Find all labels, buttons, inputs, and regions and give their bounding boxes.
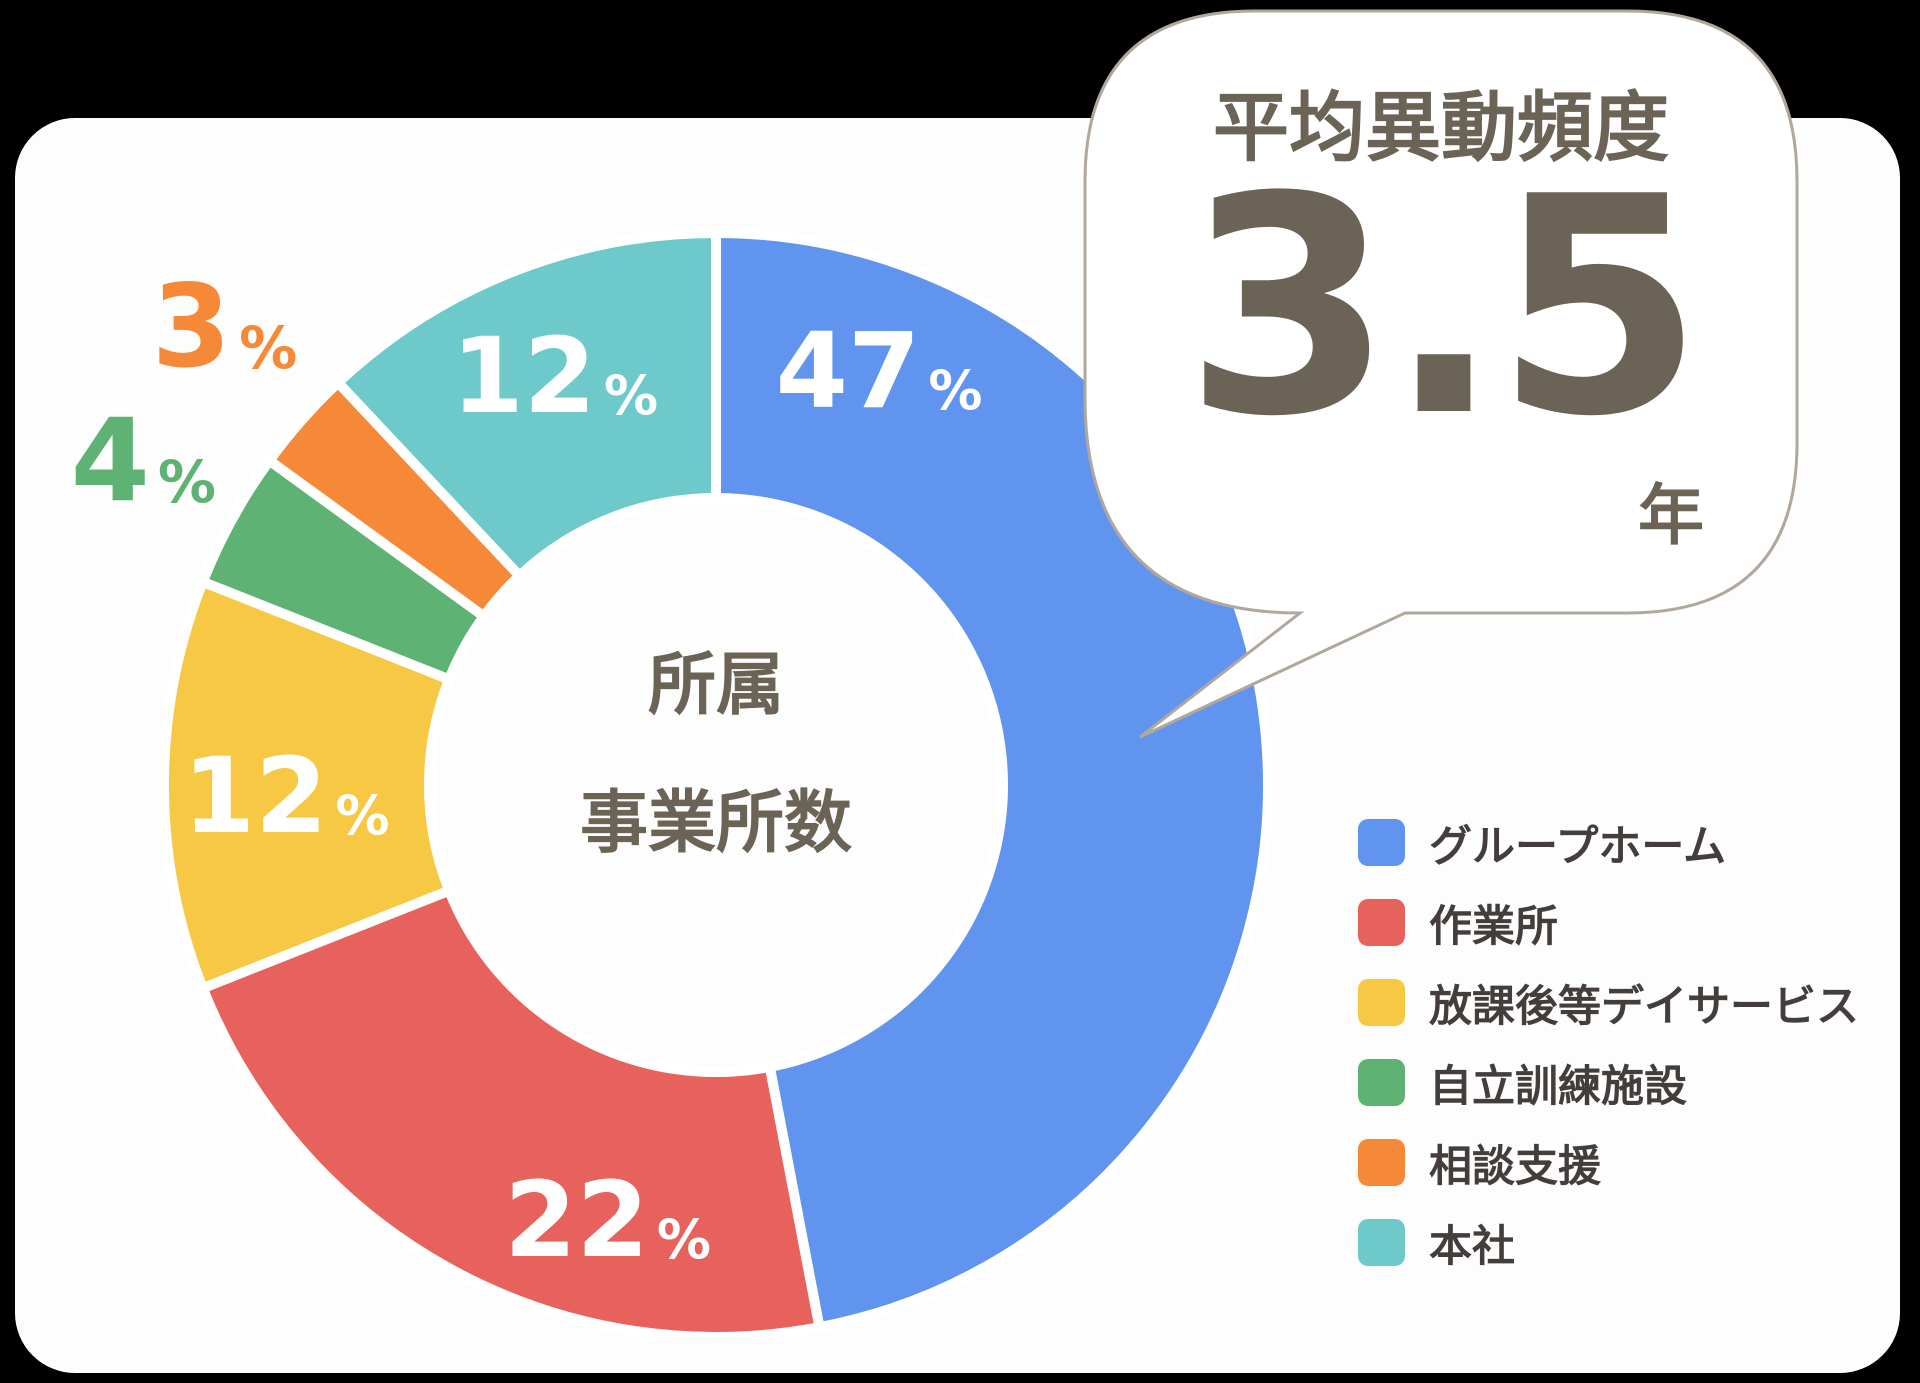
legend-item-4: 相談支援 (1358, 1139, 1859, 1192)
legend-swatch-3 (1358, 1059, 1405, 1106)
legend-swatch-1 (1358, 899, 1405, 946)
legend-item-2: 放課後等デイサービス (1358, 979, 1859, 1032)
legend-swatch-5 (1358, 1219, 1405, 1266)
donut-slice-2 (159, 575, 456, 995)
legend-swatch-4 (1358, 1139, 1405, 1186)
chart-legend: グループホーム 作業所放課後等デイサービス 自立訓練施設 相談支援本社 (1358, 819, 1859, 1299)
legend-label-0: グループホーム (1429, 821, 1727, 872)
donut-slice-1 (196, 884, 826, 1342)
legend-label-4: 相談支援 (1429, 1141, 1601, 1192)
legend-item-5: 本社 (1358, 1219, 1859, 1272)
legend-item-1: 作業所 (1358, 899, 1859, 952)
donut-slice-5 (331, 227, 721, 583)
legend-item-3: 自立訓練施設 (1358, 1059, 1859, 1112)
legend-swatch-2 (1358, 979, 1405, 1026)
legend-label-3: 自立訓練施設 (1429, 1061, 1687, 1112)
legend-label-2: 放課後等デイサービス (1429, 981, 1859, 1032)
donut-slices (159, 227, 1273, 1342)
legend-item-0: グループホーム (1358, 819, 1859, 872)
legend-label-5: 本社 (1429, 1221, 1515, 1272)
speech-bubble (1083, 9, 1799, 739)
legend-swatch-0 (1358, 819, 1405, 866)
legend-label-1: 作業所 (1429, 901, 1558, 952)
